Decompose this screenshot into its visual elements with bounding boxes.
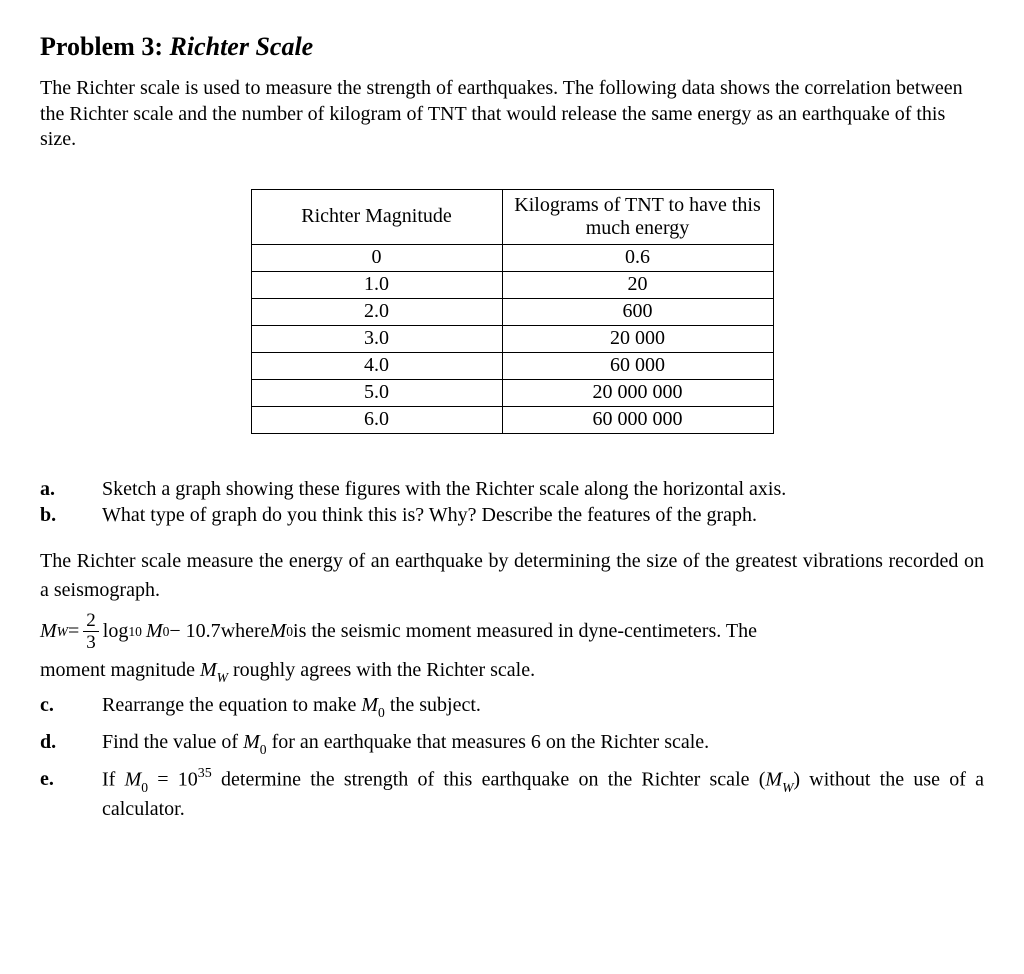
- eq-tail: is the seismic moment measured in dyne-c…: [293, 617, 757, 646]
- frac-num: 2: [83, 611, 99, 632]
- table-row: 00.6: [251, 244, 773, 271]
- mid-paragraph-1: The Richter scale measure the energy of …: [40, 547, 984, 605]
- e-M0-sub: 0: [141, 780, 148, 795]
- var-Mw-sub-2: W: [217, 670, 228, 685]
- cell-tnt: 20: [502, 271, 773, 298]
- var-M0-sub-b: 0: [286, 622, 293, 642]
- text-b: What type of graph do you think this is?…: [102, 502, 984, 528]
- d-post: for an earthquake that measures 6 on the…: [267, 731, 710, 753]
- label-e: e.: [40, 766, 102, 792]
- table-row: 6.060 000 000: [251, 406, 773, 433]
- log-text: log: [103, 617, 129, 646]
- table-body: 00.61.0202.06003.020 0004.060 0005.020 0…: [251, 244, 773, 433]
- var-M0-M-a: M: [146, 617, 163, 646]
- cell-tnt: 60 000: [502, 352, 773, 379]
- var-Mw-sub: W: [57, 622, 68, 642]
- question-b: b. What type of graph do you think this …: [40, 502, 984, 528]
- cell-tnt: 600: [502, 298, 773, 325]
- table-row: 1.020: [251, 271, 773, 298]
- problem-heading: Problem 3: Richter Scale: [40, 32, 984, 62]
- text-a: Sketch a graph showing these figures wit…: [102, 476, 984, 502]
- minus-const: − 10.7: [169, 617, 220, 646]
- cell-tnt: 0.6: [502, 244, 773, 271]
- col-header-magnitude: Richter Magnitude: [251, 189, 502, 244]
- c-M0-M: M: [361, 694, 378, 716]
- var-M0-sub-a: 0: [163, 622, 170, 642]
- e-eq10: = 10: [148, 769, 198, 791]
- cell-tnt: 60 000 000: [502, 406, 773, 433]
- cell-magnitude: 5.0: [251, 379, 502, 406]
- fraction-2-3: 2 3: [83, 611, 99, 652]
- question-list-ab: a. Sketch a graph showing these figures …: [40, 476, 984, 529]
- frac-den: 3: [83, 632, 99, 652]
- table-header-row: Richter Magnitude Kilograms of TNT to ha…: [251, 189, 773, 244]
- equals-1: =: [68, 617, 79, 646]
- question-d: d. Find the value of M0 for an earthquak…: [40, 729, 984, 758]
- cell-tnt: 20 000: [502, 325, 773, 352]
- e-M0-M: M: [125, 769, 142, 791]
- d-pre: Find the value of: [102, 731, 243, 753]
- formula-line: MW = 2 3 log10 M0 − 10.7 where M0 is the…: [40, 611, 984, 652]
- where-text: where: [221, 617, 270, 646]
- var-M0-M-b: M: [270, 617, 287, 646]
- label-c: c.: [40, 692, 102, 718]
- cell-magnitude: 6.0: [251, 406, 502, 433]
- cell-magnitude: 0: [251, 244, 502, 271]
- var-Mw-M: M: [40, 617, 57, 646]
- cell-magnitude: 4.0: [251, 352, 502, 379]
- text-d: Find the value of M0 for an earthquake t…: [102, 729, 984, 758]
- p2-post: roughly agrees with the Richter scale.: [233, 659, 535, 681]
- d-M0-M: M: [243, 731, 260, 753]
- c-post: the subject.: [385, 694, 481, 716]
- cell-magnitude: 2.0: [251, 298, 502, 325]
- var-Mw-M-2: M: [200, 659, 217, 681]
- col-header-tnt: Kilograms of TNT to have this much energ…: [502, 189, 773, 244]
- heading-title: Richter Scale: [170, 32, 314, 61]
- table-row: 5.020 000 000: [251, 379, 773, 406]
- question-c: c. Rearrange the equation to make M0 the…: [40, 692, 984, 721]
- c-pre: Rearrange the equation to make: [102, 694, 361, 716]
- richter-tnt-table: Richter Magnitude Kilograms of TNT to ha…: [251, 189, 774, 434]
- data-table-container: Richter Magnitude Kilograms of TNT to ha…: [40, 189, 984, 434]
- e-sup35: 35: [198, 766, 212, 781]
- e-pre: If: [102, 769, 125, 791]
- e-mid: determine the strength of this earthquak…: [212, 769, 759, 791]
- e-Mw-sub: W: [782, 780, 793, 795]
- question-list-cde: c. Rearrange the equation to make M0 the…: [40, 692, 984, 822]
- cell-magnitude: 3.0: [251, 325, 502, 352]
- mid-paragraph-2: moment magnitude MW roughly agrees with …: [40, 656, 984, 687]
- text-e: If M0 = 1035 determine the strength of t…: [102, 766, 984, 822]
- label-a: a.: [40, 476, 102, 502]
- heading-prefix: Problem 3:: [40, 32, 163, 61]
- table-row: 3.020 000: [251, 325, 773, 352]
- table-row: 2.0600: [251, 298, 773, 325]
- e-Mw-M: M: [765, 769, 782, 791]
- label-b: b.: [40, 502, 102, 528]
- table-row: 4.060 000: [251, 352, 773, 379]
- d-M0-sub: 0: [260, 742, 267, 757]
- question-e: e. If M0 = 1035 determine the strength o…: [40, 766, 984, 822]
- cell-magnitude: 1.0: [251, 271, 502, 298]
- text-c: Rearrange the equation to make M0 the su…: [102, 692, 984, 721]
- intro-paragraph: The Richter scale is used to measure the…: [40, 76, 984, 153]
- label-d: d.: [40, 729, 102, 755]
- log-base: 10: [128, 622, 142, 642]
- question-a: a. Sketch a graph showing these figures …: [40, 476, 984, 502]
- cell-tnt: 20 000 000: [502, 379, 773, 406]
- c-M0-sub: 0: [378, 705, 385, 720]
- p2-pre: moment magnitude: [40, 659, 200, 681]
